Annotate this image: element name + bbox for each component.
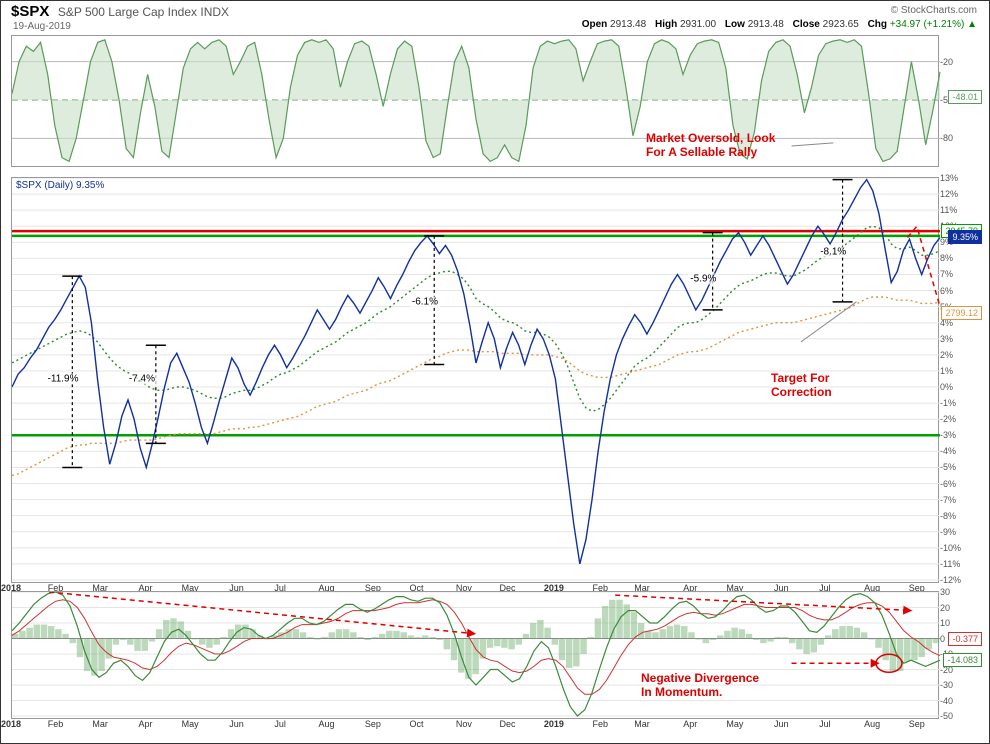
oversold-line2: For A Sellable Rally: [646, 145, 775, 159]
close-value: 2923.65: [823, 19, 859, 30]
credit-label: © StockCharts.com: [891, 5, 977, 16]
xaxis-tick: Sep: [909, 719, 925, 729]
divergence-annotation: Negative Divergence In Momentum.: [641, 671, 759, 700]
high-value: 2931.00: [680, 19, 716, 30]
xaxis-tick: Feb: [593, 719, 609, 729]
macd-signal-tag: -0.377: [948, 632, 982, 646]
xaxis-tick: May: [182, 719, 199, 729]
up-arrow-icon: ▲: [967, 19, 977, 30]
xaxis-tick: 2018: [1, 719, 21, 729]
xaxis-tick: Mar: [92, 719, 108, 729]
divergence-line2: In Momentum.: [641, 685, 759, 699]
open-label: Open: [582, 19, 608, 30]
chart-root: $SPX S&P 500 Large Cap Index INDX 19-Aug…: [0, 0, 990, 744]
xaxis-tick: Jun: [229, 719, 244, 729]
xaxis-tick: Apr: [139, 719, 153, 729]
target-line2: Correction: [771, 385, 832, 399]
stochastic-panel: -20-50-80 -48.01: [11, 35, 939, 167]
oversold-annotation: Market Oversold, Look For A Sellable Ral…: [646, 131, 775, 160]
decline-label: -5.9%: [688, 274, 718, 285]
macd-value-tag: -14.083: [943, 653, 982, 667]
high-label: High: [655, 19, 677, 30]
xaxis-tick: Jul: [274, 719, 286, 729]
macd-svg: [12, 592, 942, 718]
xaxis-tick: Dec: [499, 719, 515, 729]
xaxis-lower: 2018FebMarAprMayJunJulAugSepOctNovDec201…: [11, 719, 939, 733]
xaxis-tick: Apr: [683, 719, 697, 729]
chg-value: +34.97 (+1.21%): [890, 19, 965, 30]
decline-label: -11.9%: [46, 374, 81, 385]
chg-label: Chg: [868, 19, 887, 30]
low-value: 2913.48: [748, 19, 784, 30]
close-label: Close: [793, 19, 820, 30]
xaxis-tick: 2019: [544, 719, 564, 729]
macd-panel: 3020100-10-20-30-40-50 -0.377 -14.083: [11, 591, 939, 719]
xaxis-tick: Sep: [365, 719, 381, 729]
xaxis-tick: Jul: [819, 719, 831, 729]
open-value: 2913.48: [610, 19, 646, 30]
stochastic-value-tag: -48.01: [948, 90, 982, 104]
chart-date: 19-Aug-2019: [13, 21, 71, 32]
ticker-symbol: $SPX: [11, 3, 49, 20]
ticker-description: S&P 500 Large Cap Index INDX: [58, 5, 229, 19]
decline-label: -7.4%: [127, 374, 157, 385]
target-line1: Target For: [771, 371, 832, 385]
xaxis-tick: Oct: [410, 719, 424, 729]
xaxis-tick: Feb: [48, 719, 64, 729]
target-annotation: Target For Correction: [771, 371, 832, 400]
decline-label: -8.1%: [818, 246, 848, 257]
xaxis-tick: May: [726, 719, 743, 729]
xaxis-tick: Mar: [634, 719, 650, 729]
ma-price-tag: 2799.12: [941, 306, 982, 320]
xaxis-tick: Jun: [774, 719, 789, 729]
stochastic-svg: [12, 36, 942, 166]
chart-header: $SPX S&P 500 Large Cap Index INDX 19-Aug…: [11, 3, 979, 31]
divergence-line1: Negative Divergence: [641, 671, 759, 685]
oversold-line1: Market Oversold, Look: [646, 131, 775, 145]
decline-label: -6.1%: [410, 296, 440, 307]
xaxis-tick: Aug: [864, 719, 880, 729]
ohlc-readout: Open 2913.48 High 2931.00 Low 2913.48 Cl…: [576, 19, 977, 30]
xaxis-tick: Nov: [456, 719, 472, 729]
xaxis-tick: Aug: [319, 719, 335, 729]
low-label: Low: [725, 19, 745, 30]
last-price-tag: 9.35%: [948, 230, 982, 244]
